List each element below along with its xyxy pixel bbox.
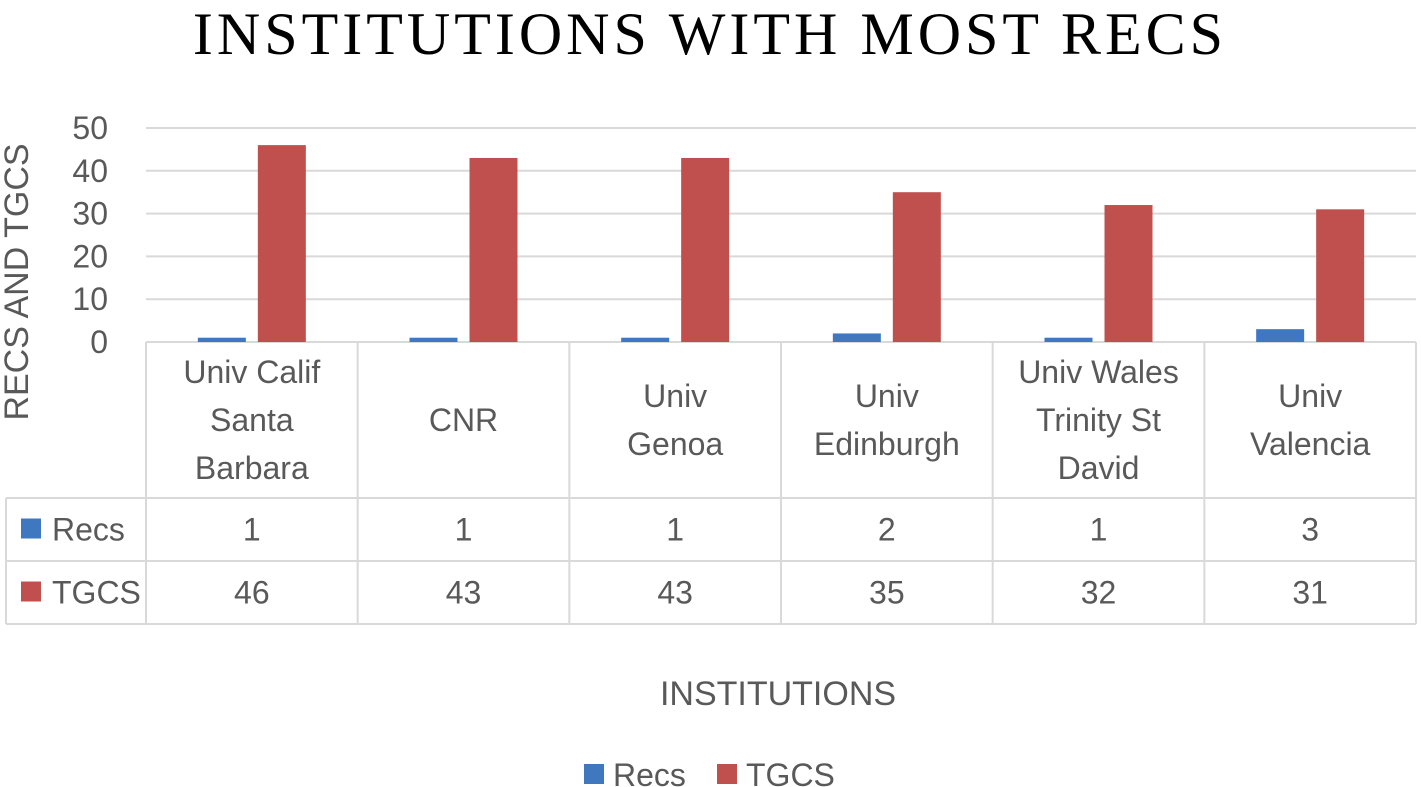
table-cell-value: 43 bbox=[657, 575, 693, 611]
bar-tgcs-3 bbox=[892, 192, 941, 342]
table-series-label: Recs bbox=[52, 512, 125, 548]
category-label: Univ Wales bbox=[1018, 354, 1179, 390]
legend-label-tgcs: TGCS bbox=[746, 757, 835, 787]
bar-tgcs-4 bbox=[1104, 205, 1153, 342]
category-label: Edinburgh bbox=[814, 426, 960, 462]
table-legend-key-tgcs bbox=[21, 581, 41, 602]
bar-recs-0 bbox=[197, 337, 246, 342]
table-cell-value: 1 bbox=[243, 512, 261, 548]
table-cell-value: 43 bbox=[446, 575, 482, 611]
table-cell-value: 35 bbox=[869, 575, 905, 611]
table-cell-value: 1 bbox=[1090, 512, 1108, 548]
x-axis-title: INSTITUTIONS bbox=[660, 675, 896, 713]
y-tick-label: 0 bbox=[90, 324, 108, 360]
category-label: CNR bbox=[429, 402, 498, 438]
table-cell-value: 32 bbox=[1081, 575, 1117, 611]
y-axis-ticks: 0 10 20 30 40 50 bbox=[72, 110, 108, 360]
bar-recs-5 bbox=[1256, 329, 1305, 342]
chart-title: INSTITUTIONS WITH MOST RECS bbox=[193, 1, 1227, 67]
y-tick-label: 10 bbox=[72, 281, 108, 317]
data-table: Univ Calif Santa Barbara CNR Univ Genoa Univ Ed… bbox=[5, 342, 1417, 625]
bar-tgcs-2 bbox=[681, 157, 730, 342]
category-label: Univ bbox=[643, 378, 707, 414]
y-tick-label: 30 bbox=[72, 196, 108, 232]
bar-tgcs-1 bbox=[469, 157, 518, 342]
category-label: David bbox=[1058, 450, 1140, 486]
bar-recs-2 bbox=[621, 337, 670, 342]
category-label: Trinity St bbox=[1036, 402, 1161, 438]
table-cell-value: 1 bbox=[666, 512, 684, 548]
bar-tgcs-5 bbox=[1316, 209, 1365, 342]
bar-recs-3 bbox=[832, 333, 881, 342]
category-label: Univ bbox=[855, 378, 919, 414]
legend-key-recs bbox=[584, 764, 604, 784]
legend-label-recs: Recs bbox=[613, 757, 686, 787]
category-label: Univ bbox=[1278, 378, 1342, 414]
legend: Recs TGCS bbox=[584, 757, 835, 787]
y-axis-title: RECS AND TGCS bbox=[0, 143, 36, 420]
table-cell-value: 46 bbox=[234, 575, 270, 611]
table-cell-value: 31 bbox=[1292, 575, 1328, 611]
table-cell-value: 3 bbox=[1301, 512, 1319, 548]
table-cell-value: 1 bbox=[455, 512, 473, 548]
legend-key-tgcs bbox=[717, 764, 737, 784]
category-label: Barbara bbox=[195, 450, 309, 486]
bars bbox=[197, 145, 1365, 342]
y-tick-label: 50 bbox=[72, 110, 108, 146]
category-label: Valencia bbox=[1250, 426, 1371, 462]
gridlines bbox=[146, 127, 1416, 343]
y-tick-label: 20 bbox=[72, 238, 108, 274]
category-label: Santa bbox=[210, 402, 294, 438]
table-series-label: TGCS bbox=[52, 575, 141, 611]
table-cell-value: 2 bbox=[878, 512, 896, 548]
y-tick-label: 40 bbox=[72, 153, 108, 189]
category-label: Univ Calif bbox=[183, 354, 320, 390]
bar-recs-1 bbox=[409, 337, 458, 342]
table-legend-key-recs bbox=[21, 518, 41, 539]
category-label: Genoa bbox=[627, 426, 723, 462]
bar-tgcs-0 bbox=[257, 145, 306, 342]
bar-recs-4 bbox=[1044, 337, 1093, 342]
